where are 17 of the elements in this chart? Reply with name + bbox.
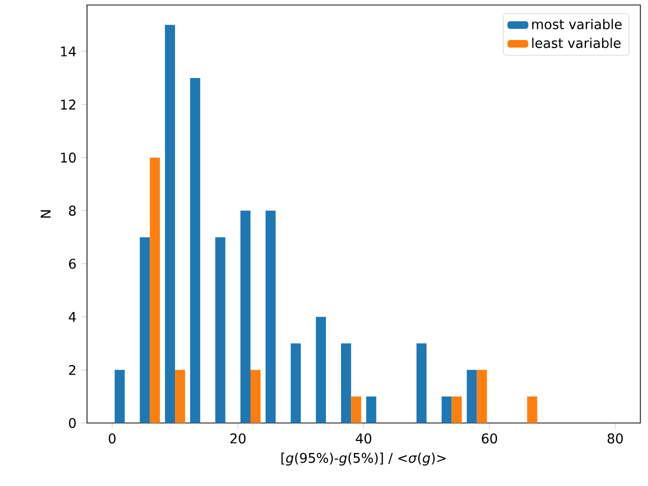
y-tick-label: 10 (61, 152, 76, 163)
legend-label: least variable (532, 38, 621, 48)
y-tick-label: 12 (61, 100, 76, 110)
x-tick-label: 20 (230, 433, 246, 444)
y-tick-label: 4 (68, 312, 76, 322)
x-tick-label: 80 (608, 433, 623, 444)
y-tick-label: 2 (69, 364, 76, 375)
y-axis-title: N (40, 210, 50, 218)
y-tick-label: 14 (61, 46, 76, 56)
text: [g(95%)-g(5%)] / <σ(g)> (281, 452, 446, 466)
x-tick-label: 60 (482, 433, 498, 444)
x-tick-label: 0 (108, 433, 116, 444)
y-tick-label: 8 (69, 206, 76, 216)
y-tick-label: 6 (69, 258, 76, 269)
x-tick-label: 40 (356, 433, 372, 444)
legend-label: most variable (532, 18, 622, 30)
y-tick-label: 0 (69, 418, 76, 428)
